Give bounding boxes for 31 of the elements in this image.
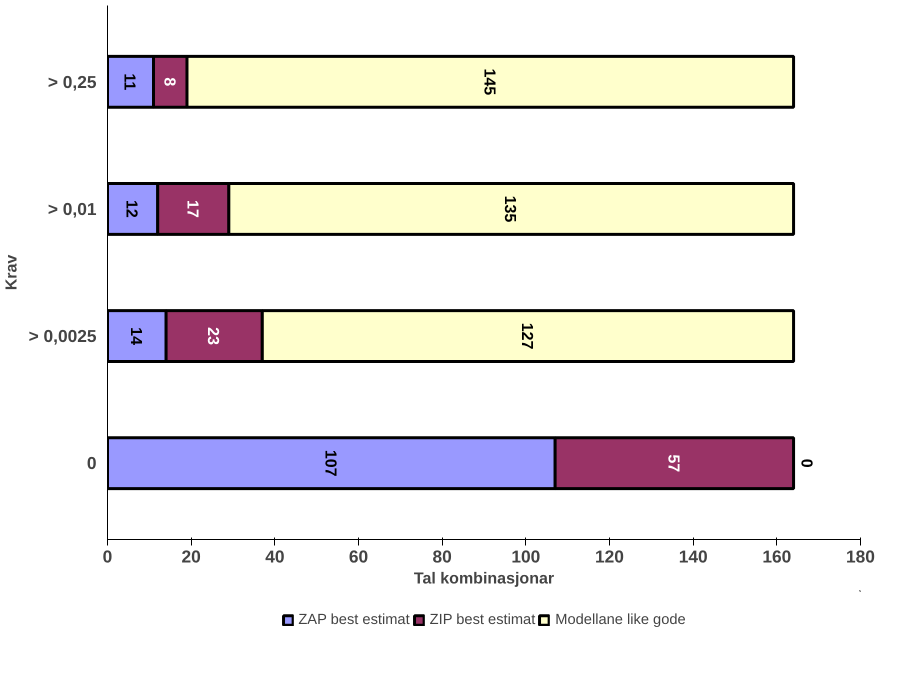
legend-label: ZIP best estimat [430,612,536,628]
legend-label: ZAP best estimat [298,612,410,628]
x-tick-label: 120 [595,546,624,566]
x-tick-label: 40 [265,546,284,566]
x-tick-label: 100 [511,546,540,566]
data-label: 145 [480,68,498,96]
y-tick-label: > 0,25 [48,72,97,92]
data-label: 0 [798,458,815,468]
y-axis-title: Krav [4,254,21,290]
data-label: 23 [204,327,222,346]
x-tick-label: 60 [348,546,368,566]
x-tick-label: 80 [432,546,452,566]
legend-label: Modellane like gode [555,612,686,628]
data-label: 107 [321,450,338,477]
data-label: 11 [120,73,138,90]
y-tick-label: > 0,0025 [28,326,97,346]
x-tick-label: 20 [182,546,201,566]
x-tick-label: 180 [846,546,875,566]
x-tick-label: 160 [762,546,792,566]
y-tick-label: 0 [86,453,97,474]
data-label: 17 [183,200,200,218]
x-tick-label: 140 [678,546,708,566]
x-tick-label: 0 [102,546,112,566]
data-label: 127 [518,322,535,350]
y-tick-label: > 0,01 [48,198,97,219]
data-label: 57 [664,454,682,472]
data-label: 8 [160,77,178,86]
data-label: 14 [126,327,144,346]
data-label: 135 [501,196,518,222]
x-axis-title: Tal kombinasjonar [414,570,554,588]
data-label: 12 [122,200,140,218]
